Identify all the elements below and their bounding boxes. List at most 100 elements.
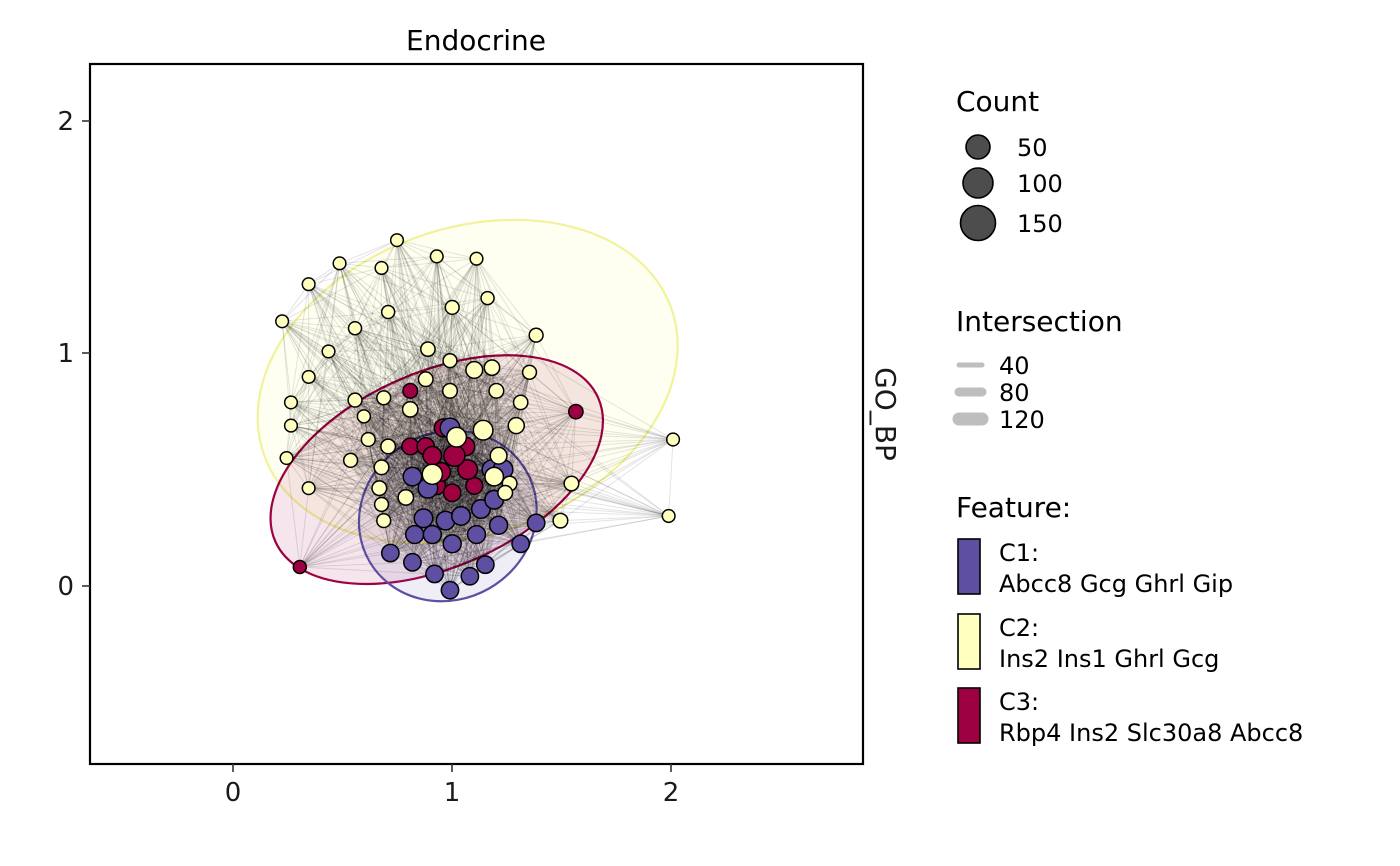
cluster-ellipse-c2 [256, 218, 679, 545]
legend-intersection-title: Intersection [956, 305, 1123, 338]
legend-feature-c2-genes: Ins2 Ins1 Ghrl Gcg [999, 645, 1219, 673]
node-c1 [442, 534, 462, 554]
network-edge [354, 328, 385, 398]
network-edge [387, 311, 413, 563]
network-edge [383, 397, 391, 554]
node-c3 [401, 437, 420, 456]
network-edge [379, 487, 446, 522]
network-edge [434, 524, 499, 575]
network-edge [425, 307, 453, 380]
network-edge [431, 360, 451, 456]
network-edge [308, 466, 382, 489]
network-edge [354, 360, 451, 401]
network-edge [350, 460, 391, 554]
network-edge [354, 327, 451, 392]
network-edge [354, 399, 411, 447]
network-edge [425, 378, 499, 457]
network-edge [354, 327, 497, 392]
network-edge [363, 416, 380, 489]
network-edge [381, 427, 451, 505]
network-edge [354, 311, 389, 401]
network-edge [449, 360, 521, 403]
network-edge [442, 427, 462, 517]
network-edge [387, 256, 438, 313]
network-edge [520, 402, 572, 484]
node-layer [275, 233, 681, 600]
network-edge [383, 390, 497, 399]
node-c2 [279, 450, 294, 466]
network-edge [451, 307, 475, 371]
network-edge [498, 483, 572, 526]
network-edge [339, 263, 389, 447]
network-edge [367, 307, 453, 440]
network-edge [308, 487, 481, 510]
network-edge [502, 469, 669, 517]
network-edge [368, 371, 530, 440]
network-edge [286, 399, 356, 459]
network-edge [367, 439, 416, 535]
network-edge [495, 390, 572, 484]
network-edge [387, 311, 475, 371]
network-edge [467, 372, 530, 470]
network-edge [299, 552, 391, 568]
network-edge [390, 552, 486, 566]
node-c2 [397, 489, 415, 506]
network-edge [449, 360, 537, 524]
node-c3 [457, 459, 479, 481]
network-edge [354, 327, 429, 350]
network-edge [286, 351, 329, 459]
network-edge [328, 351, 413, 563]
network-edge [308, 263, 341, 378]
network-edge [308, 416, 365, 489]
y-tick-label-1: 1 [57, 339, 74, 369]
network-edge [286, 445, 389, 459]
network-edge [409, 390, 451, 447]
network-edge [387, 446, 413, 563]
network-edge [281, 321, 380, 489]
node-c2 [347, 320, 363, 336]
network-edge [482, 371, 530, 431]
node-c3 [442, 483, 462, 503]
network-edge [449, 334, 537, 362]
network-edge [282, 311, 389, 322]
network-edge [328, 351, 352, 461]
network-edge [383, 397, 576, 413]
network-edge [469, 469, 504, 577]
node-c2 [371, 480, 388, 497]
node-c2 [469, 251, 484, 266]
network-edge [378, 427, 451, 489]
network-edge [350, 427, 451, 461]
network-edge [434, 522, 537, 575]
network-edge [381, 267, 389, 313]
network-edge [350, 397, 385, 461]
network-edge [290, 397, 384, 403]
y-tick-label-0: 0 [57, 572, 74, 602]
legend-count-label-100: 100 [1017, 170, 1063, 198]
network-edge [516, 425, 674, 440]
network-edge [308, 376, 365, 417]
node-c1 [511, 534, 531, 554]
network-edge [308, 284, 356, 401]
network-edge [571, 439, 674, 484]
network-edge [290, 399, 356, 427]
network-edge [467, 469, 561, 522]
network-edge [286, 256, 438, 459]
node-c2 [417, 371, 434, 388]
network-edge [465, 446, 537, 524]
node-c2 [389, 233, 405, 248]
network-edge [354, 239, 398, 329]
network-edge [281, 320, 426, 380]
network-edge [396, 239, 493, 368]
node-c2 [472, 419, 494, 441]
network-edge [465, 445, 572, 485]
network-edge [363, 258, 477, 417]
network-edge [381, 267, 488, 299]
network-edge [381, 267, 561, 521]
legend-count: Count 50 100 150 [956, 85, 1063, 242]
node-c2 [446, 426, 468, 448]
network-edge [350, 390, 451, 461]
network-edge [381, 267, 451, 361]
node-c3 [443, 444, 466, 468]
network-edge [381, 267, 495, 500]
network-edge [474, 369, 530, 373]
